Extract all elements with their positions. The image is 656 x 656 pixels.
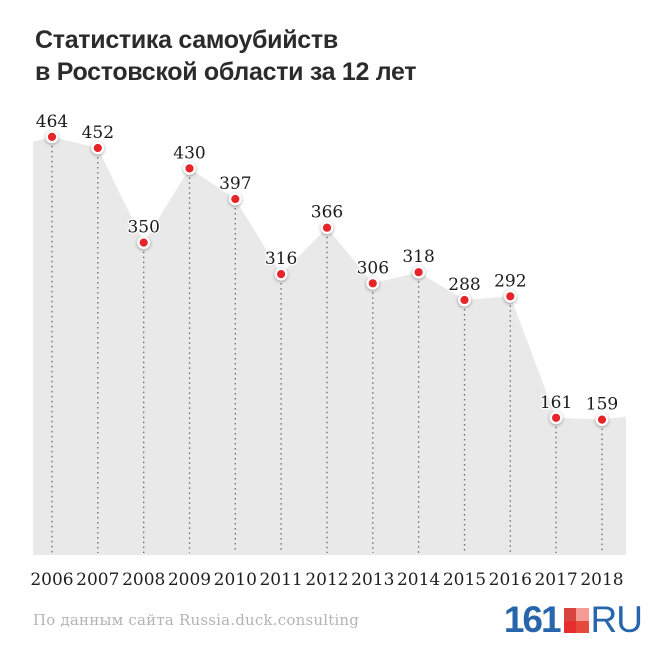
data-point-dot [320,221,334,235]
logo-text-161: 161 [503,599,562,640]
data-point-dot [412,265,426,279]
year-label: 2017 [534,570,577,590]
logo-square-quadrant-tr [576,608,589,621]
year-label: 2008 [122,570,165,590]
year-label: 2012 [305,570,348,590]
year-label: 2013 [351,570,394,590]
data-point-dot [274,267,288,281]
data-point-dot [45,130,59,144]
data-source-note: По данным сайта Russia.duck.consulting [33,611,360,629]
suicides-area-chart: 464 2006 452 2007 350 2008 430 2009 397 2010 316 20… [30,111,626,590]
year-label: 2016 [489,570,532,590]
logo-text-ru: RU [590,599,643,640]
value-label: 306 [357,258,389,278]
161ru-logo[interactable]: 161 RU [503,599,643,640]
value-label: 159 [586,395,618,415]
year-label: 2007 [76,570,119,590]
data-point-dot [228,192,242,206]
data-point-dot [91,141,105,155]
value-label: 161 [540,393,572,413]
data-point-dot [366,276,380,290]
data-point-dot [503,289,517,303]
value-label: 316 [265,249,297,269]
value-label: 292 [494,271,526,291]
value-label: 430 [173,143,205,163]
value-label: 452 [82,123,114,143]
logo-square-quadrant-tl [563,608,577,621]
year-label: 2011 [259,570,302,590]
data-point-dot [549,411,563,425]
page-title-line-2: в Ростовской области за 12 лет [35,58,417,86]
data-point-dot [137,236,151,250]
logo-square-quadrant-bl [563,620,577,633]
value-label: 464 [36,112,68,132]
page-title: Статистика самоубийств в Ростовской обла… [35,24,417,88]
value-label: 366 [311,203,343,223]
value-label: 318 [402,247,434,267]
data-point-dot [182,161,196,175]
year-label: 2018 [580,570,623,590]
value-label: 288 [448,275,480,295]
chart-area-fill [33,136,626,555]
logo-square-quadrant-br [576,620,589,633]
data-point-dot [458,293,472,307]
logo-red-square-icon [563,608,589,633]
value-label: 397 [219,174,251,194]
year-label: 2014 [397,570,440,590]
data-point-dot [595,413,609,427]
year-label: 2010 [214,570,257,590]
year-label: 2006 [30,570,73,590]
year-label: 2009 [168,570,211,590]
page-title-line-1: Статистика самоубийств [35,26,338,54]
value-label: 350 [127,218,159,238]
year-label: 2015 [443,570,486,590]
